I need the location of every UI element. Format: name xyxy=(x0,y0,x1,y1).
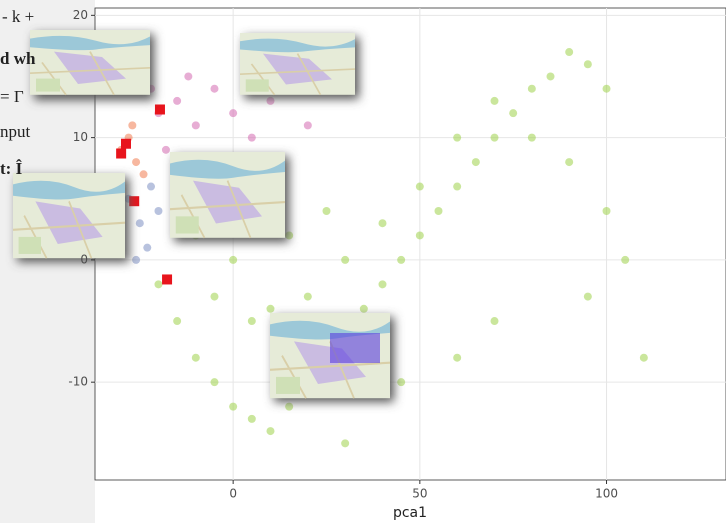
point xyxy=(565,158,573,166)
point xyxy=(266,427,274,435)
point xyxy=(154,207,162,215)
point xyxy=(304,293,312,301)
point xyxy=(397,256,405,264)
point xyxy=(173,97,181,105)
point xyxy=(229,403,237,411)
point xyxy=(603,85,611,93)
point xyxy=(322,207,330,215)
point xyxy=(378,219,386,227)
doc-fragment: = Γ xyxy=(0,87,24,106)
point xyxy=(154,280,162,288)
doc-fragment: - k + xyxy=(2,7,34,26)
point xyxy=(147,183,155,191)
x-tick-label: 100 xyxy=(595,487,618,501)
point xyxy=(416,183,424,191)
point xyxy=(210,293,218,301)
point xyxy=(491,317,499,325)
point xyxy=(453,183,461,191)
doc-fragment: t: Î xyxy=(0,159,23,178)
point xyxy=(621,256,629,264)
point xyxy=(229,109,237,117)
x-tick-label: 50 xyxy=(412,487,427,501)
point xyxy=(140,170,148,178)
point xyxy=(528,134,536,142)
point xyxy=(603,207,611,215)
y-tick-label: 20 xyxy=(73,8,88,22)
point xyxy=(248,134,256,142)
point xyxy=(132,158,140,166)
chart: - k + d wh = Γ nput t: Î pca1 0 50 100 -10 0… xyxy=(0,0,726,523)
point xyxy=(378,280,386,288)
y-tick-label: 10 xyxy=(73,130,88,144)
point xyxy=(640,354,648,362)
point xyxy=(472,158,480,166)
point xyxy=(266,305,274,313)
point xyxy=(143,244,151,252)
point xyxy=(116,149,126,159)
point xyxy=(229,256,237,264)
point xyxy=(360,305,368,313)
point xyxy=(341,439,349,447)
page: - k + d wh = Γ nput t: Î pca1 0 50 100 -10 0… xyxy=(0,0,726,523)
point xyxy=(162,146,170,154)
point xyxy=(155,104,165,114)
point xyxy=(162,274,172,284)
point xyxy=(547,72,555,80)
point xyxy=(210,378,218,386)
x-axis-label: pca1 xyxy=(393,505,427,521)
point xyxy=(248,317,256,325)
doc-fragment: nput xyxy=(0,122,31,141)
point xyxy=(184,72,192,80)
point xyxy=(435,207,443,215)
point xyxy=(129,196,139,206)
point xyxy=(584,293,592,301)
point xyxy=(173,317,181,325)
point xyxy=(192,354,200,362)
point xyxy=(584,60,592,68)
point xyxy=(136,219,144,227)
point xyxy=(509,109,517,117)
point xyxy=(453,134,461,142)
point xyxy=(121,139,131,149)
point xyxy=(210,85,218,93)
point xyxy=(491,134,499,142)
point xyxy=(397,378,405,386)
point xyxy=(248,415,256,423)
point xyxy=(453,354,461,362)
point xyxy=(132,256,140,264)
point xyxy=(304,121,312,129)
point xyxy=(528,85,536,93)
point xyxy=(416,231,424,239)
point xyxy=(341,256,349,264)
point xyxy=(565,48,573,56)
doc-fragment: d wh xyxy=(0,49,36,68)
point xyxy=(192,121,200,129)
y-tick-label: -10 xyxy=(68,375,88,389)
point xyxy=(491,97,499,105)
point xyxy=(285,403,293,411)
y-tick-label: 0 xyxy=(80,252,88,266)
x-tick-label: 0 xyxy=(229,487,237,501)
point xyxy=(128,121,136,129)
